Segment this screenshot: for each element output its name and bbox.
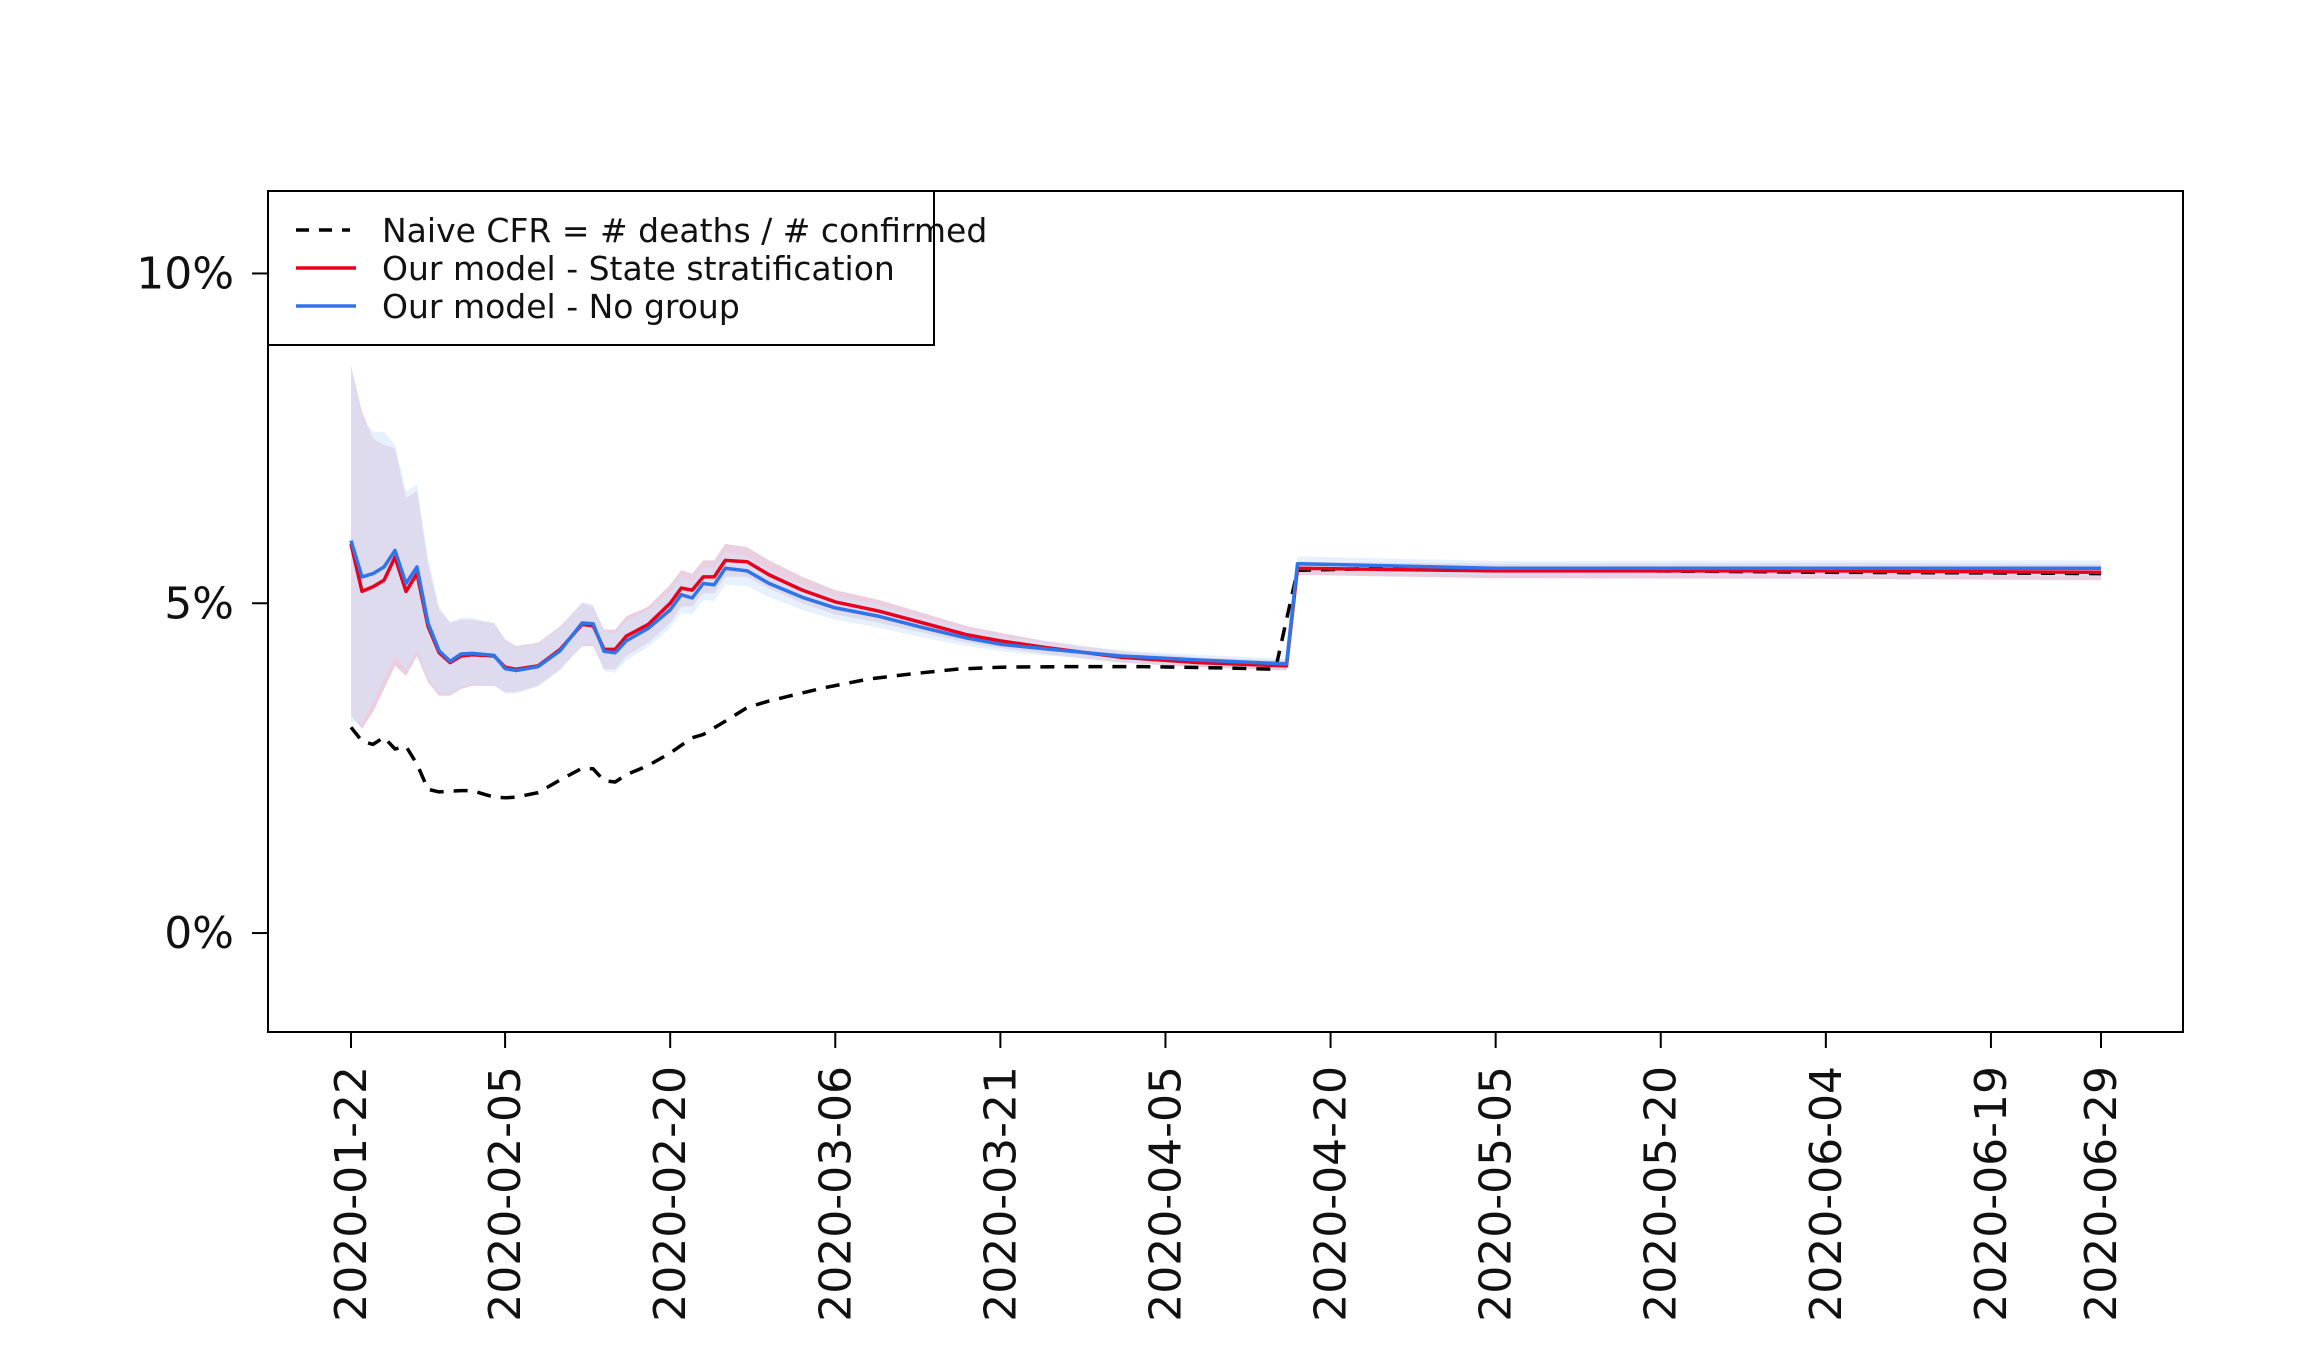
series-lines <box>349 540 2102 800</box>
x-tick-label: 2020-03-21 <box>975 1066 1026 1322</box>
x-tick-label: 2020-06-04 <box>1801 1066 1852 1322</box>
x-tick-label: 2020-05-05 <box>1471 1066 1522 1322</box>
confidence-band-1 <box>351 365 2101 729</box>
x-tick-label: 2020-03-06 <box>810 1066 861 1322</box>
series-line-0 <box>349 566 2102 800</box>
x-tick-label: 2020-04-20 <box>1306 1066 1357 1322</box>
legend-box <box>267 190 935 346</box>
legend-label-nogroup: Our model - No group <box>382 287 740 326</box>
x-tick-label: 2020-02-05 <box>480 1066 531 1322</box>
x-tick-label: 2020-06-19 <box>1966 1066 2017 1322</box>
y-tick-label: 5% <box>164 578 234 629</box>
x-axis: 2020-01-22 2020-02-05 2020-02-20 2020-03-06… <box>326 1032 2127 1322</box>
x-tick-label: 2020-05-20 <box>1636 1066 1687 1322</box>
plot-frame <box>267 190 2184 1033</box>
y-axis: 0% 5% 10% <box>136 248 268 959</box>
x-tick-label: 2020-02-20 <box>645 1066 696 1322</box>
x-tick-label: 2020-06-29 <box>2076 1066 2127 1322</box>
series-line-2 <box>349 540 2101 673</box>
confidence-band-2 <box>351 365 2101 722</box>
legend-label-state: Our model - State stratification <box>382 249 895 288</box>
x-tick-label: 2020-01-22 <box>326 1066 377 1322</box>
legend-label-naive: Naive CFR = # deaths / # confirmed <box>382 211 987 250</box>
y-tick-label: 0% <box>164 908 234 959</box>
x-tick-label: 2020-04-05 <box>1140 1066 1191 1322</box>
confidence-bands <box>351 365 2101 729</box>
legend: Naive CFR = # deaths / # confirmed Our m… <box>267 190 987 346</box>
y-tick-label: 10% <box>136 248 234 299</box>
